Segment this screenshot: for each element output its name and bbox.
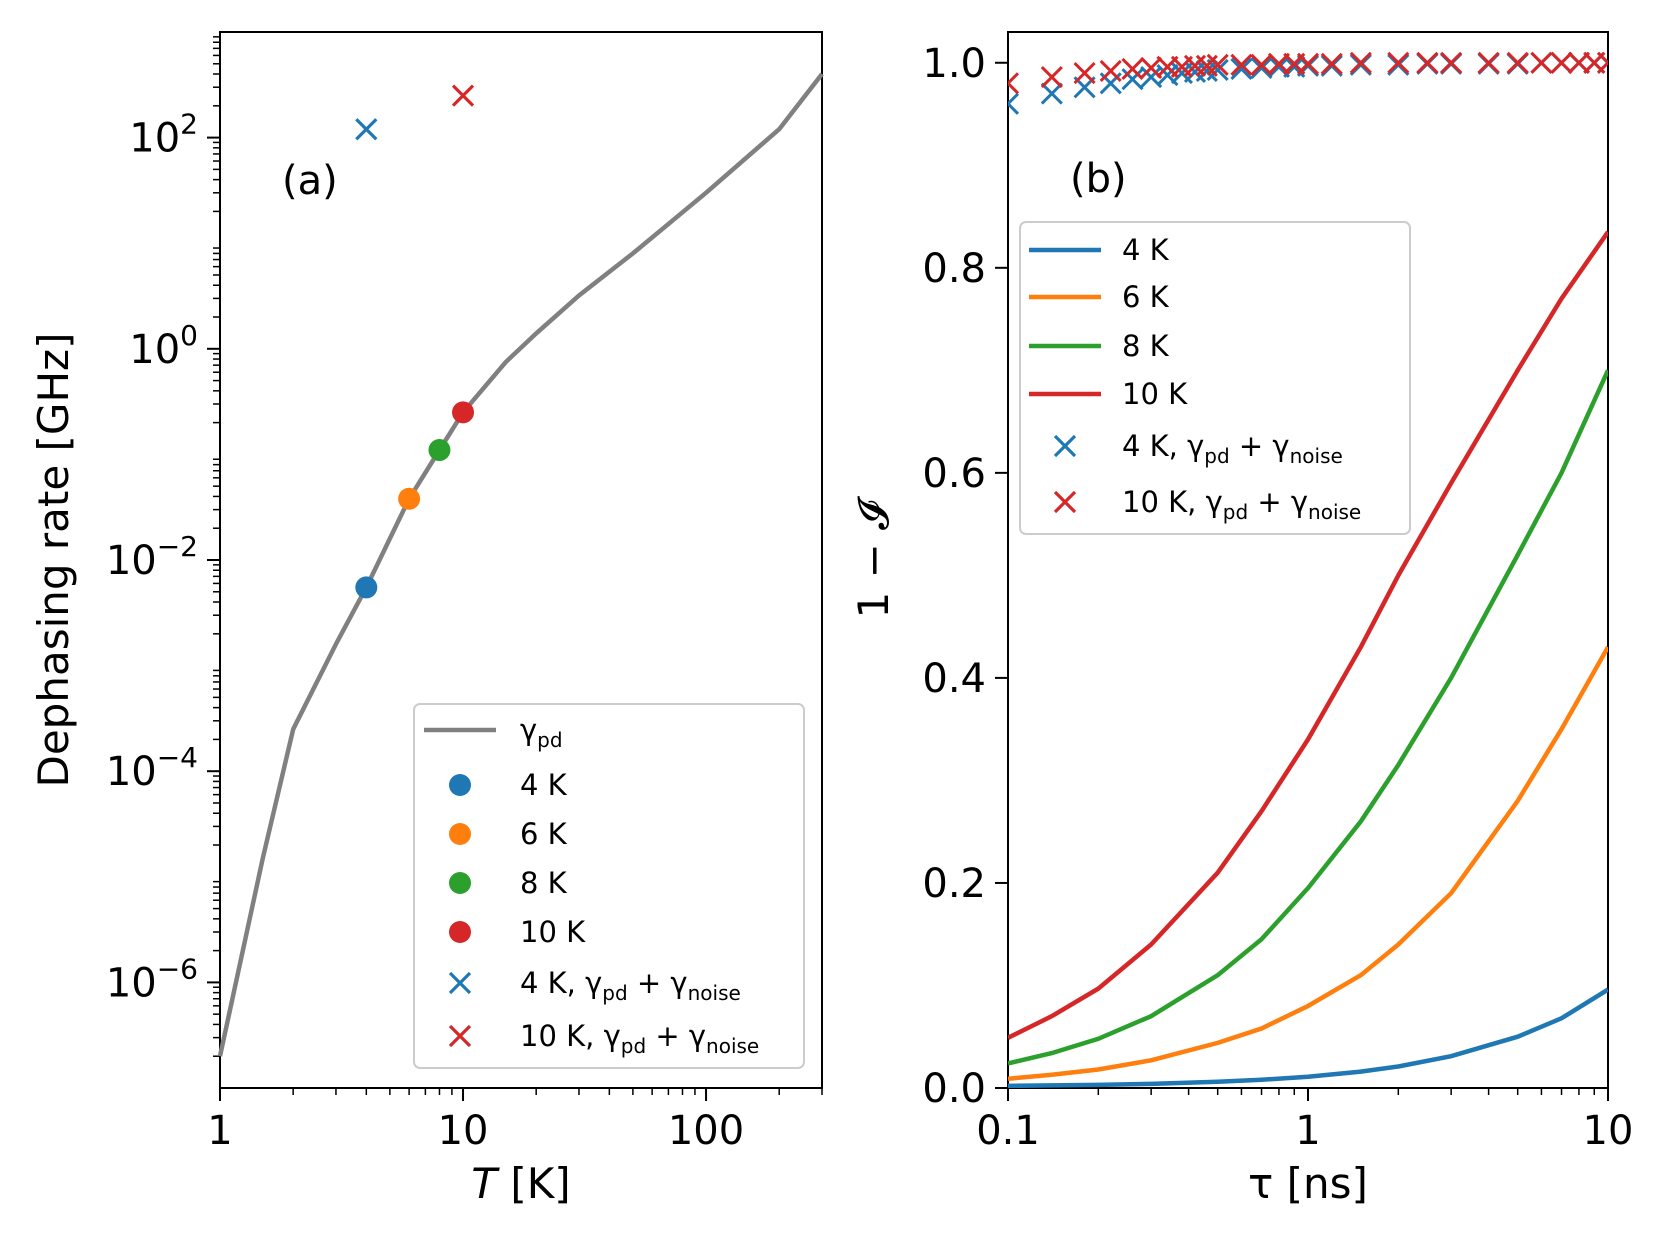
legend-x-swatch xyxy=(448,1024,472,1048)
panel-b-label: (b) xyxy=(1070,156,1127,202)
legend-label: 10 K xyxy=(520,915,586,949)
scatter-x-point xyxy=(1387,51,1410,74)
legend-circle-swatch xyxy=(449,921,471,943)
x-tick-label: 1 xyxy=(1295,1108,1320,1154)
legend-box xyxy=(413,703,805,1069)
panel-a: 1 10 100 10−6 10−4 10−2 100 102 (a) T [K] Depha… xyxy=(29,31,824,1208)
legend-label: 10 K, γpd + γnoise xyxy=(1122,485,1361,524)
y-tick-label: 102 xyxy=(129,108,198,162)
scatter-x-point xyxy=(1073,61,1096,85)
panel-a-ticks: 1 10 100 10−6 10−4 10−2 100 102 xyxy=(106,36,823,1154)
data-point-circle xyxy=(398,487,421,510)
scatter-x-point xyxy=(1477,51,1500,74)
panel-a-x-axis-label: T [K] xyxy=(471,1159,570,1208)
data-point-circle xyxy=(428,439,451,462)
scatter-x-point xyxy=(1008,92,1020,115)
series-line-8-k xyxy=(1008,369,1608,1066)
y-tick-label: 0.8 xyxy=(922,246,986,292)
y-tick-label: 0.2 xyxy=(922,861,986,907)
legend-circle-swatch xyxy=(449,774,471,796)
scatter-x-point xyxy=(1040,66,1063,89)
scatter-x-point xyxy=(1416,51,1439,74)
series-line-10-k xyxy=(1008,230,1608,1040)
legend-label: 8 K xyxy=(1122,329,1170,363)
scatter-x-point xyxy=(1206,53,1229,76)
y-tick-label: 0.0 xyxy=(922,1066,986,1112)
legend-label: 10 K xyxy=(1122,377,1188,411)
y-tick-label: 10−6 xyxy=(106,952,198,1006)
scatter-x-point xyxy=(1550,51,1573,74)
y-tick-label: 1.0 xyxy=(922,41,986,87)
x-tick-label: 10 xyxy=(438,1108,489,1154)
legend-label: 6 K xyxy=(1122,280,1170,314)
x-tick-label: 10 xyxy=(1583,1108,1634,1154)
scatter-x-point xyxy=(1230,53,1253,76)
scatter-x-point xyxy=(1530,51,1553,74)
legend-x-swatch xyxy=(1053,434,1077,458)
data-point-x xyxy=(355,118,378,141)
panel-a-legend: γpd 4 K 6 K 8 K 10 K 4 K, γpd + γnoise 10 K, γ… xyxy=(413,703,805,1069)
legend-label: 4 K, γpd + γnoise xyxy=(1122,429,1343,468)
scatter-x-point xyxy=(1250,56,1273,79)
panel-b-ticks: 0.1 1 10 0.0 0.2 0.4 0.6 0.8 1.0 xyxy=(922,41,1633,1154)
panel-a-plot-area xyxy=(217,72,824,1057)
legend-label: 8 K xyxy=(520,866,568,900)
legend-x-swatch xyxy=(1053,490,1077,514)
scatter-x-point xyxy=(1250,53,1273,76)
y-tick-label: 0.4 xyxy=(922,656,986,702)
legend-x-swatch xyxy=(448,971,472,995)
scatter-x-point xyxy=(1440,51,1463,74)
legend-box xyxy=(1019,221,1411,535)
y-tick-label: 0.6 xyxy=(922,451,986,497)
panel-b-y-axis-label: 1 − 𝓘 xyxy=(849,496,898,619)
panel-a-y-axis-label: Dephasing rate [GHz] xyxy=(29,333,78,788)
data-point-circle xyxy=(452,401,475,424)
x-tick-label: 1 xyxy=(207,1108,232,1154)
panel-b-legend: 4 K 6 K 8 K 10 K 4 K, γpd + γnoise 10 K, γpd … xyxy=(1019,221,1411,535)
series-line-4-k xyxy=(1008,987,1608,1088)
scatter-x-point xyxy=(1596,51,1608,74)
data-point-circle xyxy=(355,576,378,599)
scatter-x-point xyxy=(1099,59,1122,83)
x-tick-label: 100 xyxy=(668,1108,744,1154)
scatter-x-point xyxy=(1008,72,1020,95)
legend-circle-swatch xyxy=(449,872,471,894)
panel-b-series xyxy=(1008,51,1608,1088)
scatter-x-point xyxy=(1296,52,1320,75)
scatter-x-point xyxy=(1121,68,1144,91)
legend-label: γpd xyxy=(520,713,563,752)
y-tick-label: 10−2 xyxy=(106,530,198,584)
legend-label: 4 K xyxy=(1122,233,1170,267)
data-point-x xyxy=(451,84,475,107)
panel-b-x-axis-label: τ [ns] xyxy=(1248,1159,1368,1208)
panel-b: 0.1 1 10 0.0 0.2 0.4 0.6 0.8 1.0 (b) τ [ns] 1 − … xyxy=(849,31,1633,1208)
y-tick-label: 10−4 xyxy=(106,741,198,795)
scatter-x-point xyxy=(1320,52,1343,75)
legend-label: 4 K, γpd + γnoise xyxy=(520,966,741,1005)
panel-a-label: (a) xyxy=(282,158,338,204)
scatter-x-point xyxy=(1121,57,1144,80)
legend-label: 6 K xyxy=(520,817,568,851)
legend-label: 4 K xyxy=(520,768,568,802)
y-tick-label: 100 xyxy=(129,319,198,373)
scatter-x-point xyxy=(1230,57,1253,80)
x-tick-label: 0.1 xyxy=(976,1108,1040,1154)
scatter-x-point xyxy=(1040,82,1063,105)
legend-label: 10 K, γpd + γnoise xyxy=(520,1019,759,1058)
legend-circle-swatch xyxy=(449,823,471,845)
panel-b-plot-area xyxy=(1008,51,1608,1088)
scatter-x-point xyxy=(1349,51,1372,74)
series-line-6-k xyxy=(1008,645,1608,1082)
scatter-x-point xyxy=(1506,51,1529,74)
